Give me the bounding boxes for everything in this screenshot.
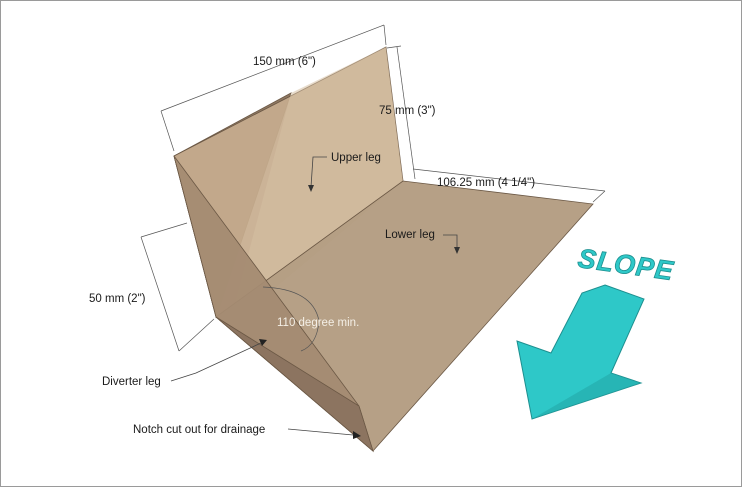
- notch-arrowhead: [353, 431, 361, 439]
- notch-label: Notch cut out for drainage: [133, 424, 265, 436]
- upper-leg-highlight: [231, 47, 403, 319]
- diverter-leg-arrowhead: [259, 339, 267, 346]
- dim-width-ext-right: [383, 24, 387, 46]
- dim-depth-line: [412, 168, 606, 192]
- diverter-leg-shade: [215, 316, 374, 453]
- notch-leader: [287, 428, 354, 436]
- dim-width-line: [160, 24, 385, 112]
- angle-label: 110 degree min.: [277, 317, 359, 329]
- upper-leg-label: Upper leg: [331, 152, 381, 164]
- dim-diverter-label: 50 mm (2"): [89, 293, 146, 305]
- lower-leg-arrowhead: [454, 247, 460, 254]
- dim-depth-label: 106.25 mm (4 1/4"): [437, 177, 535, 189]
- slope-label: SLOPE: [576, 243, 676, 286]
- lower-leg-label: Lower leg: [385, 229, 435, 241]
- lower-leg-leader: [443, 234, 458, 249]
- diverter-leg-label: Diverter leg: [102, 376, 161, 388]
- dim-width-ext-left: [160, 110, 175, 152]
- dim-diverter-ext-top: [140, 222, 188, 238]
- slope-arrow-shade: [532, 373, 641, 419]
- upper-leg-arrowhead: [308, 185, 314, 192]
- dim-upper-line: [396, 46, 416, 180]
- dim-upper-ext-top: [386, 45, 402, 49]
- dim-upper-label: 75 mm (3"): [379, 105, 436, 117]
- dim-depth-ext: [592, 190, 606, 203]
- dim-diverter-ext-bottom: [178, 318, 215, 352]
- dim-width-label: 150 mm (6"): [253, 56, 316, 68]
- angle-arc: [262, 286, 320, 352]
- upper-leg-leader: [310, 156, 327, 188]
- dim-diverter-line: [140, 236, 180, 352]
- diverter-leg-leader: [170, 342, 262, 382]
